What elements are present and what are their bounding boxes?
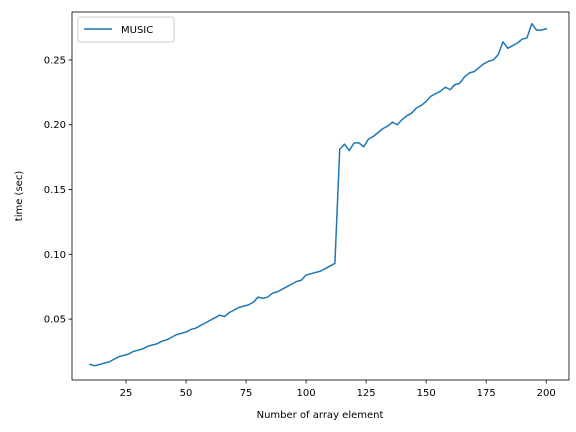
x-axis-ticks: 25 50 75 100 125 150 175 200 [120,380,556,399]
x-tick-label: 75 [240,388,253,399]
y-tick-label: 0.10 [44,250,66,261]
legend-box [77,16,175,43]
y-tick-label: 0.05 [44,315,66,326]
y-axis-label: time (sec) [14,171,25,222]
x-tick-label: 200 [537,388,556,399]
plot-series [89,22,548,367]
series-line-music [89,22,548,367]
x-tick-label: 125 [357,388,376,399]
legend-label-music: MUSIC [121,25,153,36]
x-tick-label: 100 [297,388,316,399]
y-axis-ticks: 0.05 0.10 0.15 0.20 0.25 [44,55,72,326]
plot-frame [71,11,570,381]
y-tick-label: 0.20 [44,120,66,131]
y-tick-label: 0.25 [44,55,66,66]
x-tick-label: 175 [477,388,496,399]
x-tick-label: 150 [417,388,436,399]
x-tick-label: 50 [180,388,193,399]
y-tick-label: 0.15 [44,185,66,196]
x-axis-label: Number of array element [257,410,384,421]
legend: MUSIC [77,16,175,43]
x-tick-label: 25 [120,388,133,399]
